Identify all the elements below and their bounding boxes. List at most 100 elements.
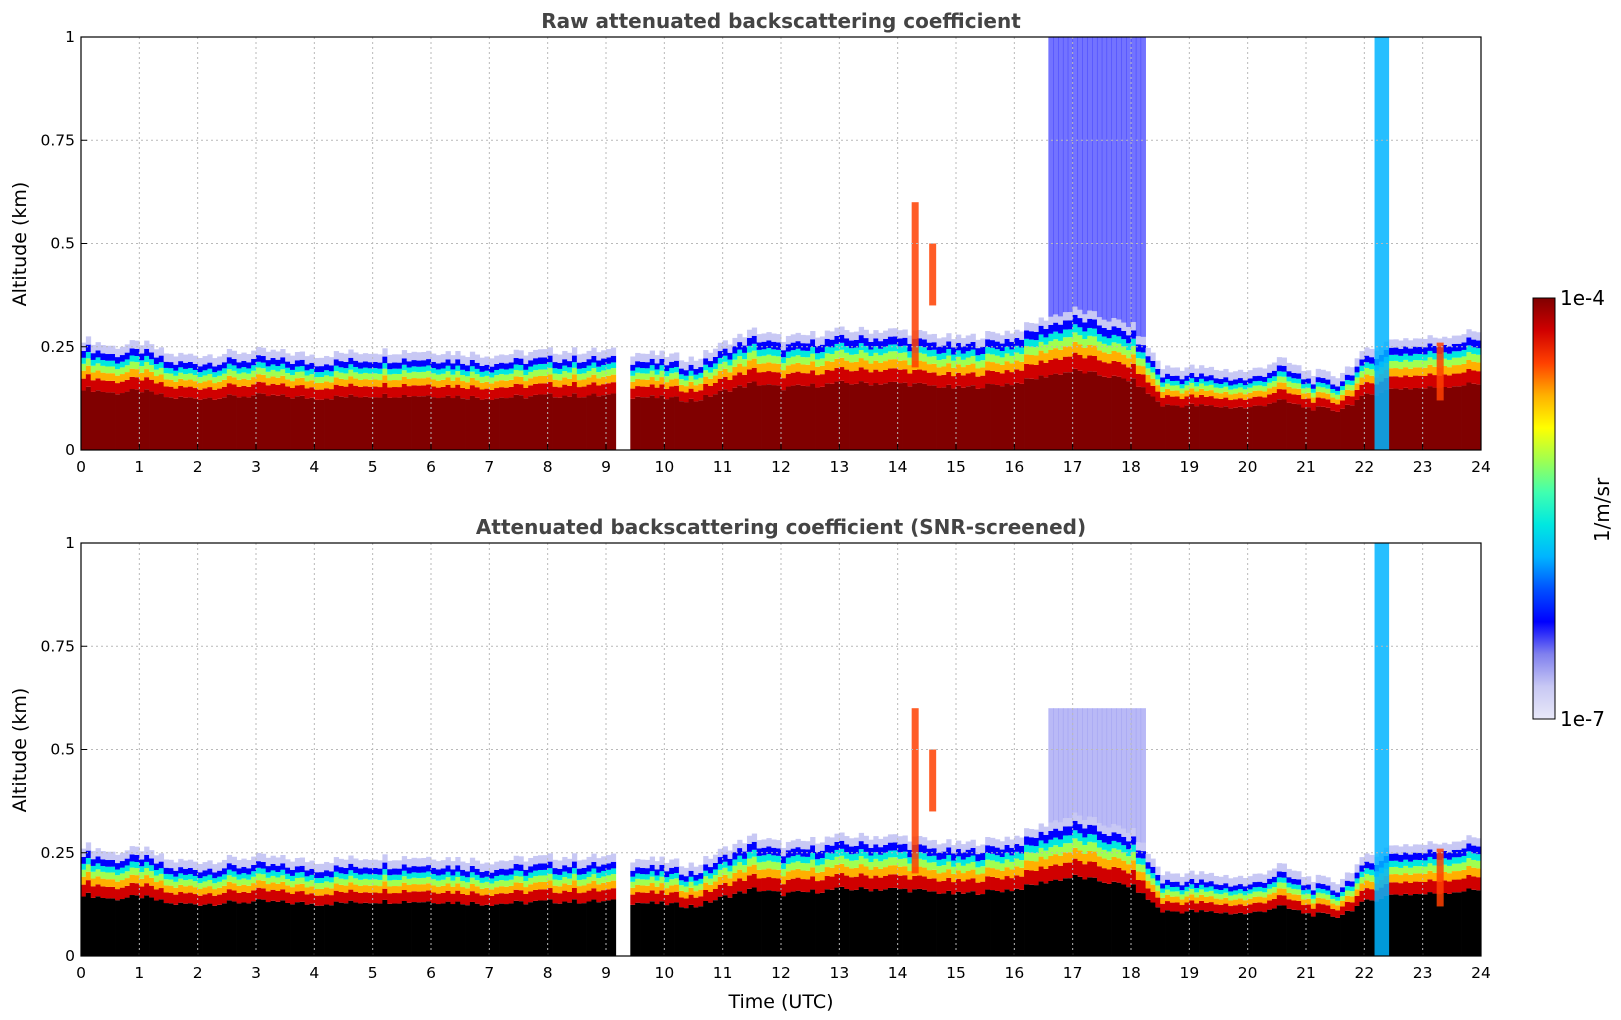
backscatter-cell	[183, 874, 189, 881]
backscatter-cell	[926, 334, 933, 343]
backscatter-cell	[960, 844, 967, 853]
backscatter-cell	[231, 876, 237, 884]
backscatter-cell	[1106, 869, 1112, 884]
backscatter-cell	[241, 352, 247, 361]
backscatter-cell	[1364, 382, 1370, 394]
backscatter-cell	[557, 374, 563, 381]
backscatter-cell	[129, 348, 135, 356]
backscatter-cell	[1369, 363, 1375, 370]
backscatter-cell	[1184, 886, 1190, 892]
backscatter-cell	[1024, 338, 1030, 346]
backscatter-cell	[537, 855, 544, 864]
backscatter-cell	[819, 892, 826, 956]
backscatter-cell	[1228, 385, 1234, 390]
backscatter-cell	[853, 889, 860, 956]
backscatter-cell	[1364, 393, 1370, 450]
backscatter-cell	[246, 868, 252, 875]
x-tick-label: 17	[1063, 964, 1083, 982]
backscatter-cell	[426, 350, 432, 360]
backscatter-cell	[596, 372, 602, 379]
backscatter-cell	[304, 370, 310, 376]
backscatter-cell	[158, 355, 165, 363]
backscatter-cell	[503, 861, 510, 870]
backscatter-cell	[601, 395, 607, 450]
backscatter-cell	[231, 901, 237, 956]
backscatter-cell	[358, 879, 364, 886]
backscatter-cell	[1291, 900, 1297, 910]
backscatter-cell	[640, 353, 646, 362]
backscatter-cell	[567, 378, 573, 386]
backscatter-cell	[1422, 375, 1428, 389]
backscatter-cell	[353, 372, 359, 379]
backscatter-cell	[1286, 908, 1292, 956]
backscatter-cell	[455, 351, 461, 360]
backscatter-cell	[853, 361, 860, 371]
backscatter-cell	[776, 840, 782, 849]
backscatter-cell	[100, 372, 106, 381]
backscatter-cell	[1364, 853, 1370, 862]
backscatter-cell	[469, 872, 476, 878]
backscatter-cell	[727, 391, 733, 450]
backscatter-cell	[105, 879, 111, 887]
backscatter-cell	[270, 349, 276, 358]
backscatter-cell	[314, 377, 320, 383]
backscatter-cell	[110, 373, 116, 381]
backscatter-cell	[1291, 870, 1297, 879]
backscatter-cell	[912, 875, 918, 890]
backscatter-cell	[1155, 874, 1161, 881]
backscatter-cell	[1291, 364, 1297, 373]
backscatter-cell	[1058, 359, 1064, 375]
backscatter-cell	[761, 861, 767, 870]
backscatter-cell	[640, 379, 646, 387]
backscatter-cell	[1228, 394, 1234, 401]
backscatter-cell	[834, 335, 840, 344]
backscatter-cell	[912, 369, 918, 384]
backscatter-cell	[455, 377, 461, 385]
backscatter-cell	[1228, 408, 1234, 450]
backscatter-cell	[586, 871, 592, 877]
backscatter-cell	[897, 330, 903, 339]
backscatter-cell	[426, 865, 432, 872]
backscatter-cell	[1194, 882, 1200, 888]
backscatter-cell	[217, 364, 223, 371]
backscatter-cell	[1140, 864, 1146, 873]
backscatter-cell	[1150, 858, 1156, 867]
backscatter-cell	[586, 359, 592, 366]
backscatter-cell	[1131, 37, 1137, 323]
backscatter-cell	[256, 852, 262, 862]
backscatter-cell	[217, 398, 223, 450]
backscatter-cell	[285, 859, 291, 868]
backscatter-cell	[1092, 37, 1098, 312]
backscatter-cell	[1019, 331, 1025, 340]
backscatter-cell	[1092, 825, 1098, 835]
backscatter-cell	[1456, 841, 1462, 850]
backscatter-cell	[960, 881, 967, 894]
backscatter-cell	[1024, 844, 1030, 852]
backscatter-cell	[382, 348, 388, 357]
backscatter-cell	[231, 384, 237, 396]
backscatter-cell	[1349, 891, 1356, 897]
backscatter-cell	[1067, 878, 1074, 956]
backscatter-cell	[1028, 852, 1035, 861]
backscatter-cell	[1131, 378, 1137, 450]
backscatter-cell	[688, 381, 694, 389]
backscatter-cell	[396, 354, 403, 363]
backscatter-cell	[260, 356, 267, 363]
backscatter-cell	[100, 886, 106, 898]
backscatter-cell	[523, 375, 529, 382]
backscatter-cell	[771, 861, 777, 870]
backscatter-cell	[1150, 360, 1156, 368]
backscatter-cell	[1150, 878, 1156, 885]
backscatter-cell	[1247, 884, 1253, 890]
backscatter-cell	[771, 847, 777, 856]
backscatter-cell	[810, 353, 816, 362]
backscatter-cell	[1388, 894, 1394, 956]
backscatter-cell	[1082, 37, 1088, 315]
backscatter-cell	[231, 856, 237, 866]
backscatter-cell	[1315, 386, 1321, 392]
backscatter-cell	[528, 891, 534, 903]
backscatter-cell	[746, 844, 753, 852]
backscatter-cell	[401, 890, 408, 901]
backscatter-cell	[630, 876, 636, 882]
backscatter-cell	[926, 856, 933, 863]
